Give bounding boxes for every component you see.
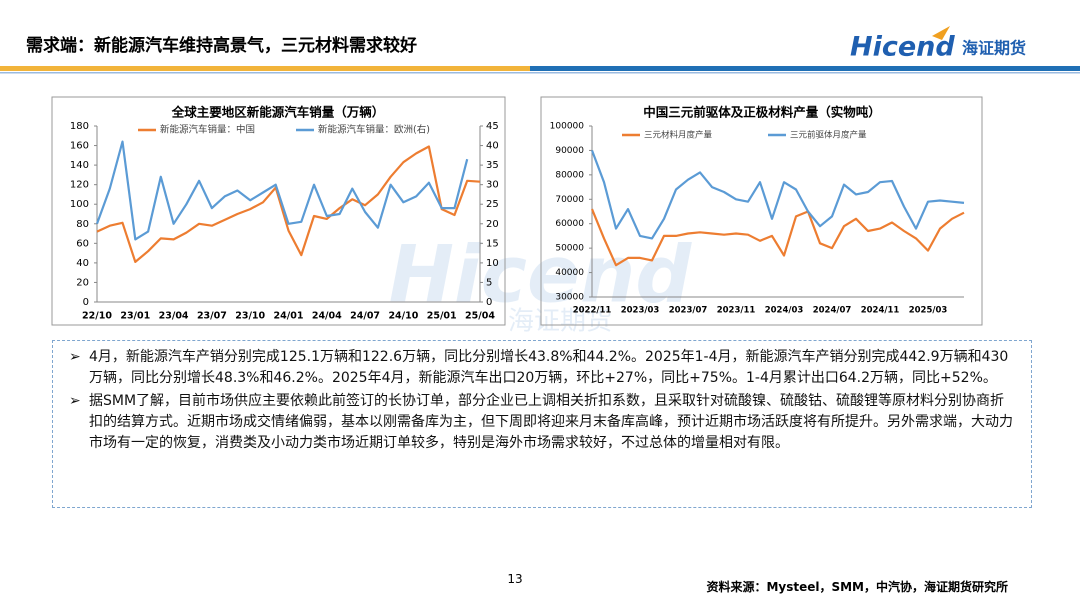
- header-line: [0, 72, 1080, 74]
- y-tick-label: 80: [76, 219, 89, 230]
- y-tick-label: 90000: [555, 146, 584, 156]
- y-tick-label: 20: [76, 277, 89, 288]
- series-line: [95, 140, 469, 241]
- y-tick-label: 70000: [555, 195, 584, 205]
- x-tick-label: 25/01: [427, 311, 457, 322]
- x-tick-label: 2023/07: [669, 306, 708, 316]
- y-tick-label: 40000: [555, 268, 584, 278]
- y-tick-label: 140: [70, 160, 89, 171]
- x-tick-label: 24/01: [274, 311, 304, 322]
- x-tick-label: 22/10: [82, 311, 112, 322]
- x-tick-label: 2024/07: [813, 306, 852, 316]
- y2-tick-label: 25: [486, 199, 499, 210]
- y2-tick-label: 40: [486, 141, 499, 152]
- y-tick-label: 180: [70, 121, 89, 132]
- chart-frame: [540, 96, 983, 326]
- x-tick-label: 2025/03: [909, 306, 948, 316]
- x-tick-label: 25/04: [465, 311, 495, 322]
- legend-label: 新能源汽车销量：中国: [160, 124, 255, 136]
- y2-tick-label: 35: [486, 160, 499, 171]
- chart-frame: [51, 96, 506, 326]
- chart-title: 中国三元前驱体及正极材料产量（实物吨）: [643, 105, 881, 120]
- bullet: 据SMM了解，目前市场供应主要依赖此前签订的长协订单，部分企业已上调相关折扣系数…: [69, 391, 1015, 454]
- chart-title: 全球主要地区新能源汽车销量（万辆）: [171, 105, 385, 120]
- bullet: 4月，新能源汽车产销分别完成125.1万辆和122.6万辆，同比分别增长43.8…: [69, 347, 1015, 389]
- y-tick-label: 160: [70, 141, 89, 152]
- x-tick-label: 24/07: [350, 311, 380, 322]
- watermark: 海证期货: [508, 307, 612, 337]
- y-tick-label: 50000: [555, 244, 584, 254]
- x-tick-label: 2023/03: [621, 306, 660, 316]
- y-tick-label: 120: [70, 180, 89, 191]
- legend-label: 三元前驱体月度产量: [790, 130, 867, 141]
- x-tick-label: 24/04: [312, 311, 342, 322]
- series-line: [96, 145, 481, 263]
- y-tick-label: 30000: [555, 293, 584, 303]
- series-line: [590, 150, 965, 240]
- y-tick-label: 60: [76, 238, 89, 249]
- x-tick-label: 2022/11: [573, 306, 612, 316]
- y-tick-label: 100000: [550, 122, 585, 132]
- x-tick-label: 23/07: [197, 311, 227, 322]
- header-bar: [530, 66, 1080, 71]
- y2-tick-label: 20: [486, 219, 499, 230]
- legend-label: 新能源汽车销量：欧洲(右): [318, 124, 430, 136]
- legend-label: 三元材料月度产量: [644, 130, 713, 141]
- x-tick-label: 2023/11: [717, 306, 756, 316]
- x-tick-label: 23/01: [120, 311, 150, 322]
- x-tick-label: 2024/03: [765, 306, 804, 316]
- header-bar: [0, 66, 530, 71]
- y2-tick-label: 30: [486, 180, 499, 191]
- slide-title: 需求端：新能源汽车维持高景气，三元材料需求较好: [26, 35, 417, 56]
- text-box: 4月，新能源汽车产销分别完成125.1万辆和122.6万辆，同比分别增长43.8…: [52, 340, 1032, 508]
- logo-mark: [932, 26, 950, 40]
- logo-cn: 海证期货: [962, 39, 1026, 58]
- y-tick-label: 60000: [555, 219, 584, 229]
- x-tick-label: 23/04: [159, 311, 189, 322]
- y2-tick-label: 10: [486, 258, 499, 269]
- y-tick-label: 100: [70, 199, 89, 210]
- y2-tick-label: 45: [486, 121, 499, 132]
- y2-tick-label: 15: [486, 238, 499, 249]
- source: 资料来源：Mysteel，SMM，中汽协，海证期货研究所: [706, 580, 1008, 594]
- y-tick-label: 0: [83, 297, 89, 308]
- y2-tick-label: 0: [486, 297, 492, 308]
- y-tick-label: 40: [76, 258, 89, 269]
- x-tick-label: 24/10: [388, 311, 418, 322]
- series-line: [590, 208, 965, 267]
- y-tick-label: 80000: [555, 170, 584, 180]
- page-number: 13: [507, 572, 523, 586]
- x-tick-label: 2024/11: [861, 306, 900, 316]
- y2-tick-label: 5: [486, 277, 492, 288]
- x-tick-label: 23/10: [235, 311, 265, 322]
